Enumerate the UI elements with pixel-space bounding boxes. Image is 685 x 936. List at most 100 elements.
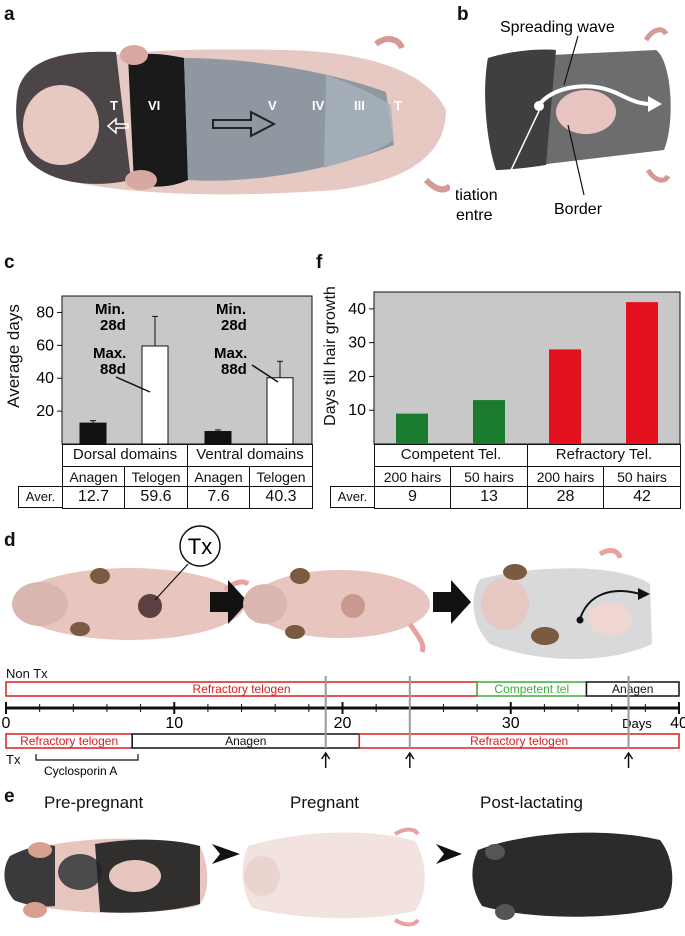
tx-circle-label: Tx [188,534,212,559]
panel-c-avg-3: 7.6 [187,486,249,508]
non-tx-segment-label: Anagen [612,682,653,696]
panel-f-bar [549,349,581,444]
panel-d-mouse-2 [243,568,430,653]
panel-a-label-v: V [268,98,277,113]
panel-a-label-iii: III [354,98,365,113]
panel-e-arrow-2 [436,844,462,864]
panel-d-timeline: Refractory telogen Competent tel Anagen 0 1… [2,676,685,778]
panel-f-chart: 10 20 30 40 [348,291,681,445]
panel-e-photos [4,827,673,927]
panel-c-bar [204,431,232,445]
non-tx-segment [585,681,680,697]
panel-f-row-label: Aver. [330,486,374,508]
panel-c-max-val-1: 88d [100,361,126,378]
panel-e-mouse-post [472,832,673,920]
panel-c-bar [266,377,294,445]
non-tx-label: Non Tx [6,666,48,681]
panel-c-max-val-2: 88d [221,361,247,378]
non-tx-segment-label: Refractory telogen [193,682,291,696]
initiation-centre-label-1: Initiation [456,187,498,204]
panel-f-ytick-label: 20 [348,368,366,385]
panel-f-cond-4: 50 hairs [603,466,680,486]
panel-c-max-2: Max. [214,345,247,362]
panel-f-table: Competent Tel. Refractory Tel. 200 hairs… [330,444,681,509]
timeline-tick-label: 40 [670,715,685,732]
tx-segment-label: Refractory telogen [470,734,568,748]
panel-c-row-label: Aver. [18,486,62,508]
panel-a-label-iv: IV [312,98,325,113]
cyclosporin-label: Cyclosporin A [44,764,117,778]
panel-label-d: d [4,530,16,551]
panel-f-bar [473,400,505,444]
post-lactating-label: Post-lactating [480,793,583,812]
timeline-tick-label: 20 [334,715,352,732]
timeline-tick-label: 10 [165,715,183,732]
panel-f-bar [396,413,428,444]
panel-f-cond-2: 50 hairs [450,466,527,486]
panel-b-photo: Spreading wave Initiation centre Border [456,19,671,224]
panel-d-photos: Tx [12,525,652,659]
panel-c-phase-2: Telogen [124,466,187,486]
panel-c-avg-1: 12.7 [62,486,124,508]
panel-d-arrow-2 [433,580,471,624]
panel-c-ytick-label: 80 [36,304,54,321]
panel-c-phase-1: Anagen [62,466,124,486]
panel-d-mouse-3 [473,548,652,659]
panel-f-ytick-label: 10 [348,402,366,419]
panel-f-cond-3: 200 hairs [527,466,603,486]
panel-c-bar [79,422,107,445]
panel-c-ytick-label: 40 [36,370,54,387]
panel-c-phase-3: Anagen [187,466,249,486]
panel-c-min-2: Min. [216,301,246,318]
tx-circle [179,525,221,567]
tx-segment-label: Anagen [225,734,266,748]
panel-a-mouse-photo: T VI V IV III T [6,30,450,200]
panel-c-ytick-label: 60 [36,337,54,354]
pregnant-label: Pregnant [290,793,359,812]
timeline-marker-arrowhead [623,751,634,760]
timeline-marker-arrowhead [405,751,415,760]
panel-d-arrow-1 [210,580,248,624]
panel-f-group-refractory: Refractory Tel. [527,444,680,466]
panel-f-ytick-label: 40 [348,301,366,318]
timeline-marker-arrowhead [321,751,331,760]
pre-pregnant-label: Pre-pregnant [44,793,144,812]
tx-label: Tx [6,752,21,767]
timeline-tick-label: 30 [502,715,520,732]
tx-segment [358,733,680,749]
timeline-tick-label: 0 [2,715,11,732]
panel-label-e: e [4,786,15,807]
panel-c-min-1: Min. [95,301,125,318]
panel-f-avg-2: 13 [450,486,527,508]
panel-a-label-vi: VI [148,98,160,113]
panel-a-label-t1: T [110,98,118,113]
panel-c-min-val-2: 28d [221,317,247,334]
panel-c-bar [141,345,169,445]
panel-f-avg-3: 28 [527,486,603,508]
panel-c-min-val-1: 28d [100,317,126,334]
panel-label-a: a [4,4,15,25]
panel-label-b: b [457,4,469,25]
panel-f-avg-1: 9 [374,486,450,508]
panel-a-label-t2: T [394,98,402,113]
timeline-days-label: Days [622,716,652,731]
panel-e-arrow-1 [212,844,240,864]
panel-d-mouse-1 [12,568,250,640]
panel-c-group-ventral: Ventral domains [187,444,312,466]
panel-e-mouse-pregnant [242,827,425,927]
panel-c-phase-4: Telogen [249,466,312,486]
panel-c-ytick-label: 20 [36,403,54,420]
panel-f-cond-1: 200 hairs [374,466,450,486]
non-tx-segment-label: Competent tel [494,682,569,696]
panel-f-group-competent: Competent Tel. [374,444,527,466]
panel-c-avg-2: 59.6 [124,486,187,508]
panel-label-f: f [316,252,323,273]
panel-c-max-1: Max. [93,345,126,362]
panel-label-c: c [4,252,15,273]
panel-c-avg-4: 40.3 [249,486,312,508]
panel-e-mouse-pre [4,838,208,918]
tx-segment-label: Refractory telogen [20,734,118,748]
spreading-wave-label: Spreading wave [500,19,615,36]
panel-c-group-dorsal: Dorsal domains [62,444,187,466]
panel-f-ytick-label: 30 [348,335,366,352]
